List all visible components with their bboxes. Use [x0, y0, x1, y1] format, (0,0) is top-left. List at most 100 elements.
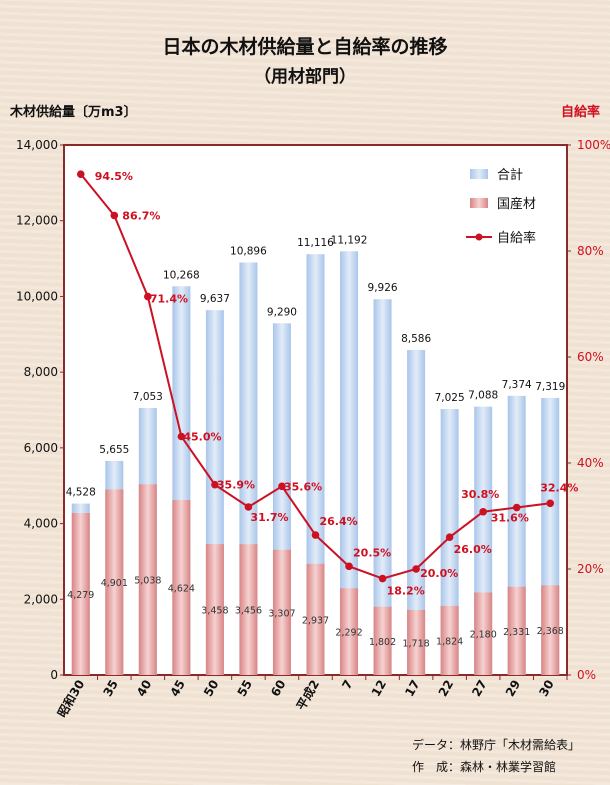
y-tick-2: 4,000 — [24, 517, 58, 531]
rate-label-13: 31.6% — [491, 512, 529, 525]
label-domestic-7: 2,937 — [302, 615, 329, 626]
chart-title: 日本の木材供給量と自給率の推移 — [162, 35, 447, 58]
label-total-13: 7,374 — [502, 379, 532, 391]
rate-marker-12 — [479, 507, 487, 516]
rate-marker-0 — [76, 170, 85, 178]
label-total-4: 9,637 — [200, 293, 230, 305]
y-tick-7: 14,000 — [16, 138, 58, 152]
bar-domestic-0 — [71, 513, 90, 675]
label-total-7: 11,116 — [297, 237, 334, 249]
label-domestic-3: 4,624 — [168, 583, 195, 594]
label-domestic-10: 1,718 — [402, 638, 429, 649]
rate-marker-6 — [278, 482, 286, 491]
legend-label-domestic: 国産材 — [497, 196, 536, 212]
y2-tick-3: 60% — [577, 350, 604, 364]
bar-domestic-13 — [507, 586, 526, 675]
label-domestic-14: 2,368 — [537, 626, 564, 637]
y-tick-1: 2,000 — [24, 592, 58, 606]
bar-domestic-9 — [373, 606, 392, 675]
rate-marker-3 — [177, 432, 186, 441]
label-total-10: 8,586 — [401, 333, 431, 345]
label-domestic-8: 2,292 — [335, 628, 362, 639]
x-tick-7: 平成2 — [293, 677, 322, 713]
rate-marker-2 — [144, 292, 152, 301]
rate-marker-9 — [378, 574, 387, 583]
chart-subtitle: （用材部門） — [254, 66, 356, 87]
x-tick-4: 50 — [201, 678, 221, 699]
y-tick-4: 8,000 — [24, 365, 58, 379]
bar-domestic-6 — [272, 549, 291, 675]
rate-marker-4 — [211, 480, 219, 489]
label-total-12: 7,088 — [468, 390, 498, 402]
label-total-1: 5,655 — [99, 444, 129, 456]
bar-domestic-8 — [340, 588, 359, 675]
x-tick-9: 12 — [369, 678, 389, 699]
x-tick-3: 45 — [167, 678, 187, 699]
rate-marker-7 — [311, 531, 320, 539]
rate-label-8: 20.5% — [353, 546, 391, 559]
rate-label-12: 30.8% — [461, 488, 499, 501]
bar-domestic-14 — [541, 585, 560, 675]
label-total-2: 7,053 — [133, 391, 163, 403]
legend-swatch-domestic — [470, 198, 488, 208]
rate-marker-11 — [445, 533, 454, 541]
rate-marker-1 — [110, 211, 119, 220]
y2-tick-5: 100% — [577, 138, 610, 152]
label-domestic-11: 1,824 — [436, 636, 463, 647]
bar-domestic-2 — [138, 484, 157, 675]
x-tick-5: 55 — [235, 678, 255, 699]
right-axis-title: 自給率 — [561, 104, 600, 120]
bar-domestic-7 — [306, 563, 325, 675]
label-total-3: 10,268 — [163, 269, 200, 281]
label-domestic-1: 4,901 — [101, 578, 128, 589]
y-tick-0: 0 — [50, 668, 58, 682]
rate-label-14: 32.4% — [540, 481, 578, 494]
rate-label-4: 35.9% — [217, 479, 255, 492]
source-line-2: 作 成：森林・林業学習館 — [412, 759, 556, 774]
rate-label-10: 20.0% — [420, 567, 458, 580]
label-domestic-6: 3,307 — [268, 608, 295, 619]
x-tick-2: 40 — [134, 678, 154, 699]
label-domestic-4: 3,458 — [201, 606, 228, 617]
rate-marker-13 — [512, 503, 521, 512]
y2-tick-0: 0% — [577, 668, 596, 682]
rate-label-11: 26.0% — [454, 543, 492, 556]
bar-domestic-3 — [172, 499, 191, 675]
label-domestic-5: 3,456 — [235, 606, 262, 617]
left-axis-title: 木材供給量〔万m3〕 — [9, 104, 137, 120]
rate-label-6: 35.6% — [284, 480, 322, 493]
label-domestic-0: 4,279 — [67, 590, 94, 601]
y2-tick-1: 20% — [577, 562, 604, 576]
rate-label-2: 71.4% — [150, 293, 188, 306]
bar-domestic-4 — [205, 544, 224, 675]
x-tick-1: 35 — [100, 678, 120, 699]
rate-label-3: 45.0% — [183, 431, 221, 444]
bar-domestic-10 — [407, 609, 426, 675]
y2-tick-2: 40% — [577, 456, 604, 470]
bar-total-10 — [407, 349, 426, 675]
rate-marker-14 — [546, 499, 555, 508]
label-total-5: 10,896 — [230, 246, 267, 258]
bar-domestic-12 — [474, 592, 493, 675]
label-domestic-12: 2,180 — [470, 630, 497, 641]
legend-swatch-total — [470, 169, 488, 179]
rate-label-5: 31.7% — [250, 511, 288, 524]
label-total-9: 9,926 — [368, 282, 398, 294]
bar-domestic-5 — [239, 544, 258, 675]
bar-domestic-1 — [105, 489, 124, 675]
legend-label-total: 合計 — [497, 167, 523, 183]
bar-total-8 — [340, 251, 359, 675]
x-tick-8: 7 — [339, 678, 355, 692]
rate-marker-8 — [345, 562, 353, 571]
label-total-8: 11,192 — [331, 234, 368, 246]
legend-label-rate: 自給率 — [497, 230, 536, 246]
y2-tick-4: 80% — [577, 244, 604, 258]
y-tick-5: 10,000 — [16, 289, 58, 303]
legend: 合計 国産材 自給率 — [466, 167, 536, 246]
x-tick-12: 27 — [469, 678, 489, 699]
bar-total-9 — [373, 299, 392, 675]
rate-marker-5 — [244, 503, 253, 511]
label-domestic-9: 1,802 — [369, 637, 396, 648]
label-domestic-2: 5,038 — [134, 576, 161, 587]
